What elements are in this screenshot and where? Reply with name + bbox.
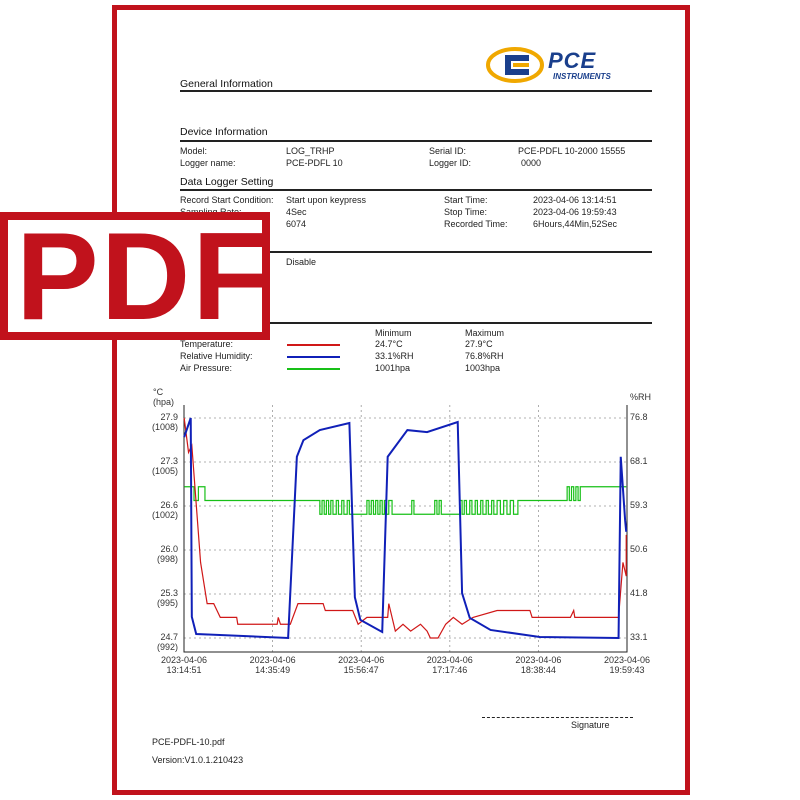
pressure-label: Air Pressure:: [180, 363, 233, 373]
right-tick-label: 50.6: [630, 544, 648, 554]
start-condition-value: Start upon keypress: [286, 195, 367, 205]
logger-setting-heading: Data Logger Setting: [180, 176, 274, 188]
x-tick-time: 15:56:47: [343, 665, 379, 675]
temperature-max: 27.9°C: [465, 339, 493, 349]
left-tick-label: 27.9: [160, 412, 178, 422]
logo-brand: PCE: [548, 48, 597, 73]
start-time-label: Start Time:: [444, 195, 488, 205]
left-axis-unit-pressure: (hpa): [153, 397, 175, 407]
minimum-header: Minimum: [375, 328, 412, 338]
serial-label: Serial ID:: [429, 146, 467, 156]
divider: [180, 322, 652, 324]
right-tick-label: 41.8: [630, 588, 648, 598]
logger-id-label: Logger ID:: [429, 158, 472, 168]
x-tick-date: 2023-04-06: [426, 655, 473, 665]
logger-id-value: 0000: [521, 158, 542, 168]
right-axis-unit: %RH: [630, 392, 652, 402]
pce-logo-emblem-icon: [486, 47, 544, 83]
left-tick-label-pressure: (1002): [151, 510, 178, 520]
x-tick-date: 2023-04-06: [160, 655, 208, 665]
left-tick-label: 27.3: [160, 456, 178, 466]
file-name: PCE-PDFL-10.pdf: [152, 737, 225, 747]
divider: [180, 189, 652, 191]
right-tick-label: 33.1: [630, 632, 648, 642]
pressure-max: 1003hpa: [465, 363, 501, 373]
signature-line: [482, 717, 633, 718]
left-tick-label-pressure: (1008): [151, 422, 178, 432]
left-tick-label: 25.3: [160, 588, 178, 598]
x-tick-time: 13:14:51: [166, 665, 202, 675]
x-tick-time: 17:17:46: [432, 665, 468, 675]
temperature-label: Temperature:: [180, 339, 234, 349]
x-tick-date: 2023-04-06: [338, 655, 385, 665]
signature-label: Signature: [571, 720, 610, 730]
x-tick-date: 2023-04-06: [249, 655, 296, 665]
left-tick-label-pressure: (992): [156, 642, 178, 652]
right-tick-label: 68.1: [630, 456, 648, 466]
recorded-time-label: Recorded Time:: [444, 219, 508, 229]
left-tick-label-pressure: (1005): [151, 466, 178, 476]
start-condition-label: Record Start Condition:: [180, 195, 274, 205]
model-value: LOG_TRHP: [286, 146, 335, 156]
recorded-time-value: 6Hours,44Min,52Sec: [533, 219, 618, 229]
right-tick-label: 76.8: [630, 412, 648, 422]
logger-name-value: PCE-PDFL 10: [286, 158, 343, 168]
x-tick-time: 19:59:43: [609, 665, 645, 675]
left-axis-unit: °C: [153, 387, 164, 397]
temperature-min: 24.7°C: [375, 339, 403, 349]
sampling-rate-value: 4Sec: [286, 207, 307, 217]
left-tick-label: 26.0: [160, 544, 178, 554]
record-count-value: 6074: [286, 219, 307, 229]
humidity-min: 33.1%RH: [375, 351, 414, 361]
pdf-badge-text: PDF: [16, 208, 270, 346]
logo-subtitle: INSTRUMENTS: [553, 72, 611, 81]
version: Version:V1.0.1.210423: [152, 755, 244, 765]
divider: [180, 90, 652, 92]
right-tick-label: 59.3: [630, 500, 648, 510]
stop-time-label: Stop Time:: [444, 207, 488, 217]
model-label: Model:: [180, 146, 208, 156]
left-tick-label-pressure: (998): [156, 554, 178, 564]
humidity-max: 76.8%RH: [465, 351, 504, 361]
x-tick-date: 2023-04-06: [515, 655, 562, 665]
divider: [180, 140, 652, 142]
serial-value: PCE-PDFL 10-2000 15555: [518, 146, 626, 156]
x-tick-time: 18:38:44: [520, 665, 556, 675]
general-info-heading: General Information: [180, 78, 273, 90]
divider: [180, 251, 652, 253]
pressure-min: 1001hpa: [375, 363, 411, 373]
maximum-header: Maximum: [465, 328, 505, 338]
humidity-label: Relative Humidity:: [180, 351, 253, 361]
x-tick-date: 2023-04-06: [603, 655, 651, 665]
logger-name-label: Logger name:: [180, 158, 236, 168]
x-tick-time: 14:35:49: [255, 665, 291, 675]
pce-logo: PCE INSTRUMENTS: [485, 45, 650, 85]
page-border: [112, 5, 690, 795]
temperature-legend-line: [287, 344, 340, 346]
pdf-badge: PDF: [0, 208, 270, 346]
left-tick-label-pressure: (995): [156, 598, 178, 608]
stop-time-value: 2023-04-06 19:59:43: [533, 207, 617, 217]
left-tick-label: 24.7: [160, 632, 178, 642]
pressure-legend-line: [287, 368, 340, 370]
device-info-heading: Device Information: [180, 126, 268, 138]
left-tick-label: 26.6: [160, 500, 178, 510]
alarm-value: Disable: [286, 257, 317, 267]
start-time-value: 2023-04-06 13:14:51: [533, 195, 617, 205]
humidity-legend-line: [287, 356, 340, 358]
